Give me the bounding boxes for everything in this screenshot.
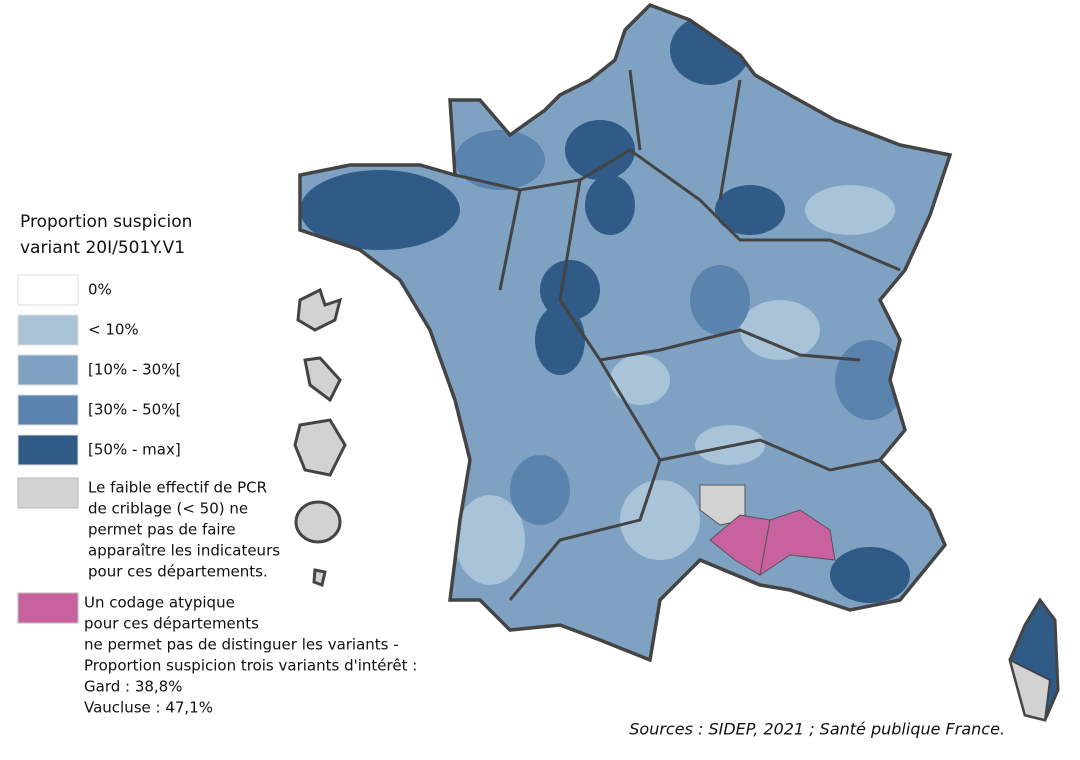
legend-swatch <box>17 314 79 346</box>
legend-label: < 10% <box>88 321 139 339</box>
corsica-south <box>1008 658 1052 722</box>
legend-note: Gard : 38,8% <box>84 678 182 696</box>
legend-note: Vaucluse : 47,1% <box>84 699 213 717</box>
legend-label: [30% - 50%[ <box>88 401 181 419</box>
mayotte <box>312 568 327 588</box>
legend-swatch <box>17 434 79 466</box>
legend-label: 0% <box>88 281 112 299</box>
legend-note: ne permet pas de distinguer les variants… <box>84 636 399 654</box>
legend-title: Proportion suspicion <box>20 212 192 232</box>
legend-swatch <box>17 592 79 624</box>
france-outline <box>298 2 953 663</box>
legend-swatch <box>17 394 79 426</box>
guyane <box>293 418 347 477</box>
legend-note: Un codage atypique <box>84 594 235 612</box>
guadeloupe <box>296 287 343 332</box>
martinique <box>303 356 342 403</box>
reunion <box>294 500 342 544</box>
france <box>300 5 950 660</box>
legend-label: [10% - 30%[ <box>88 361 181 379</box>
legend-note: de criblage (< 50) ne <box>88 500 248 518</box>
legend-note: pour ces départements <box>84 615 259 633</box>
legend-swatch <box>17 354 79 386</box>
legend-swatch <box>17 274 79 306</box>
legend-note: pour ces départements. <box>88 563 268 581</box>
legend-note: apparaître les indicateurs <box>88 542 280 560</box>
legend-note: Proportion suspicion trois variants d'in… <box>84 657 417 675</box>
legend-label: [50% - max] <box>88 441 181 459</box>
legend-note: permet pas de faire <box>88 521 236 539</box>
legend-swatch <box>17 477 79 509</box>
legend-title: variant 20I/501Y.V1 <box>20 238 185 258</box>
source: Sources : SIDEP, 2021 ; Santé publique F… <box>629 720 1005 739</box>
legend-note: Le faible effectif de PCR <box>88 479 267 497</box>
